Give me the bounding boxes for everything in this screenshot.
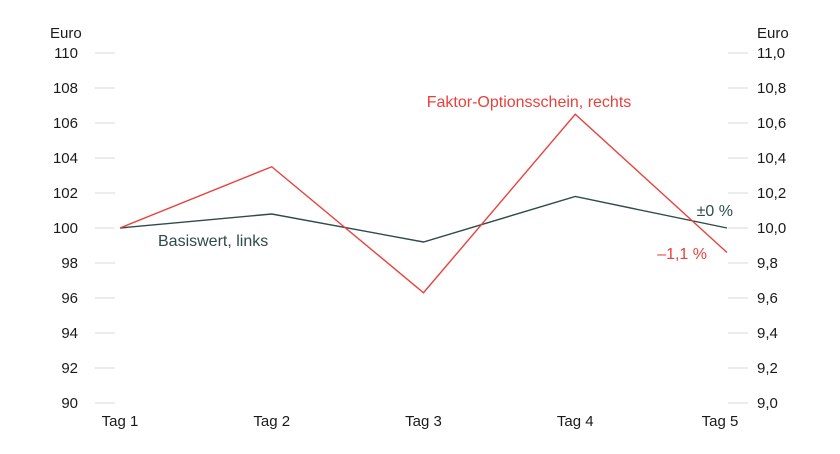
left-tick-label: 106 (53, 115, 78, 132)
left-tick-label: 98 (61, 255, 78, 272)
right-tick-label: 10,4 (757, 150, 786, 167)
right-tick-label: 10,6 (757, 115, 786, 132)
left-tick-label: 110 (54, 45, 78, 62)
x-tick-label: Tag 3 (405, 413, 442, 430)
end-label-basiswert: ±0 % (697, 203, 733, 220)
x-axis-ticks: Tag 1 Tag 2 Tag 3 Tag 4 Tag 5 (102, 413, 739, 430)
right-tick-label: 9,0 (757, 395, 778, 412)
x-tick-label: Tag 4 (557, 413, 594, 430)
axis-tick-marks (95, 52, 748, 404)
series-line-faktor-optionsschein (119, 113, 728, 294)
x-tick-label: Tag 1 (102, 413, 139, 430)
right-axis-ticks: 9,0 9,2 9,4 9,6 9,8 10,0 10,2 10,4 10,6 10,8 11,0 (757, 45, 786, 412)
right-tick-label: 9,4 (757, 325, 778, 342)
left-tick-label: 94 (61, 325, 78, 342)
series-line-basiswert (119, 195, 728, 243)
right-axis-unit: Euro (757, 25, 789, 42)
right-tick-label: 9,8 (757, 255, 778, 272)
left-tick-label: 96 (61, 290, 78, 307)
left-tick-label: 108 (53, 80, 78, 97)
left-axis-unit: Euro (50, 25, 82, 42)
end-label-faktor-optionsschein: –1,1 % (657, 246, 707, 263)
right-tick-label: 11,0 (757, 45, 785, 62)
right-tick-label: 10,8 (757, 80, 786, 97)
right-tick-label: 9,2 (757, 360, 778, 377)
x-tick-label: Tag 2 (253, 413, 290, 430)
left-tick-label: 100 (53, 220, 78, 237)
x-tick-label: Tag 5 (702, 413, 739, 430)
right-tick-label: 9,6 (757, 290, 778, 307)
left-tick-label: 92 (61, 360, 78, 377)
series-label-faktor-optionsschein: Faktor-Optionsschein, rechts (427, 94, 632, 111)
right-tick-label: 10,0 (757, 220, 786, 237)
right-tick-label: 10,2 (757, 185, 786, 202)
left-tick-label: 102 (53, 185, 78, 202)
series-label-basiswert: Basiswert, links (158, 233, 268, 250)
left-axis-ticks: 90 92 94 96 98 100 102 104 106 108 110 (53, 45, 78, 412)
left-tick-label: 90 (61, 395, 78, 412)
left-tick-label: 104 (53, 150, 78, 167)
